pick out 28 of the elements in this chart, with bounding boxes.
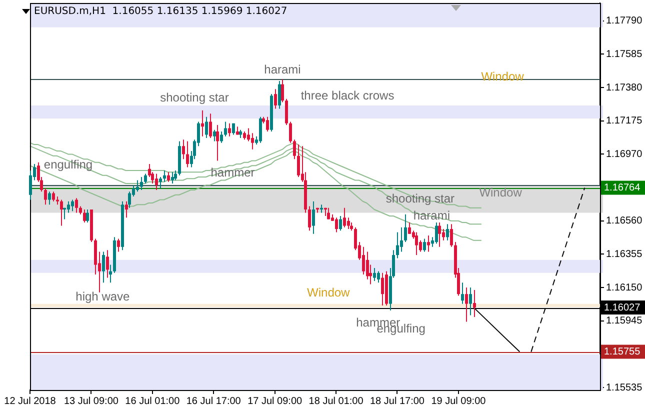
- x-tick-label: 18 Jul 01:00: [308, 396, 364, 407]
- x-tick-label: 13 Jul 09:00: [64, 396, 119, 407]
- annotation: harami: [264, 62, 301, 77]
- annotation: Window: [307, 285, 350, 300]
- y-tick-label: 1.16970: [606, 148, 643, 160]
- x-tick-label: 19 Jul 09:00: [431, 396, 486, 407]
- y-tick-label: 1.16150: [606, 282, 643, 294]
- y-tick-label: 1.15945: [606, 316, 643, 327]
- x-tick-label: 16 Jul 01:00: [125, 396, 180, 407]
- y-tick-label: 1.16355: [606, 248, 643, 260]
- ref-line-label: 1.15755: [604, 346, 641, 358]
- y-tick-label: 1.17585: [606, 48, 643, 60]
- ref-line-label: 1.16764: [604, 182, 641, 194]
- y-tick-label: 1.15535: [606, 382, 643, 394]
- ref-line-label: 1.16027: [604, 302, 641, 314]
- x-tick-label: 12 Jul 2018: [4, 396, 56, 407]
- x-tick-label: 16 Jul 17:00: [186, 396, 242, 407]
- x-tick-label: 18 Jul 17:00: [370, 396, 425, 407]
- y-tick-label: 1.17175: [606, 116, 643, 127]
- annotation: high wave: [76, 289, 130, 304]
- y-tick-label: 1.17790: [606, 16, 643, 27]
- chart-title: EURUSD.m,H1 1.16055 1.16135 1.15969 1.16027: [34, 6, 288, 17]
- y-tick-label: 1.17380: [606, 82, 643, 94]
- annotation: shooting star: [160, 90, 229, 105]
- y-tick-label: 1.16560: [606, 216, 643, 227]
- x-tick-label: 17 Jul 09:00: [248, 396, 303, 407]
- annotation: three black crows: [300, 88, 394, 102]
- annotation: Window: [479, 185, 522, 200]
